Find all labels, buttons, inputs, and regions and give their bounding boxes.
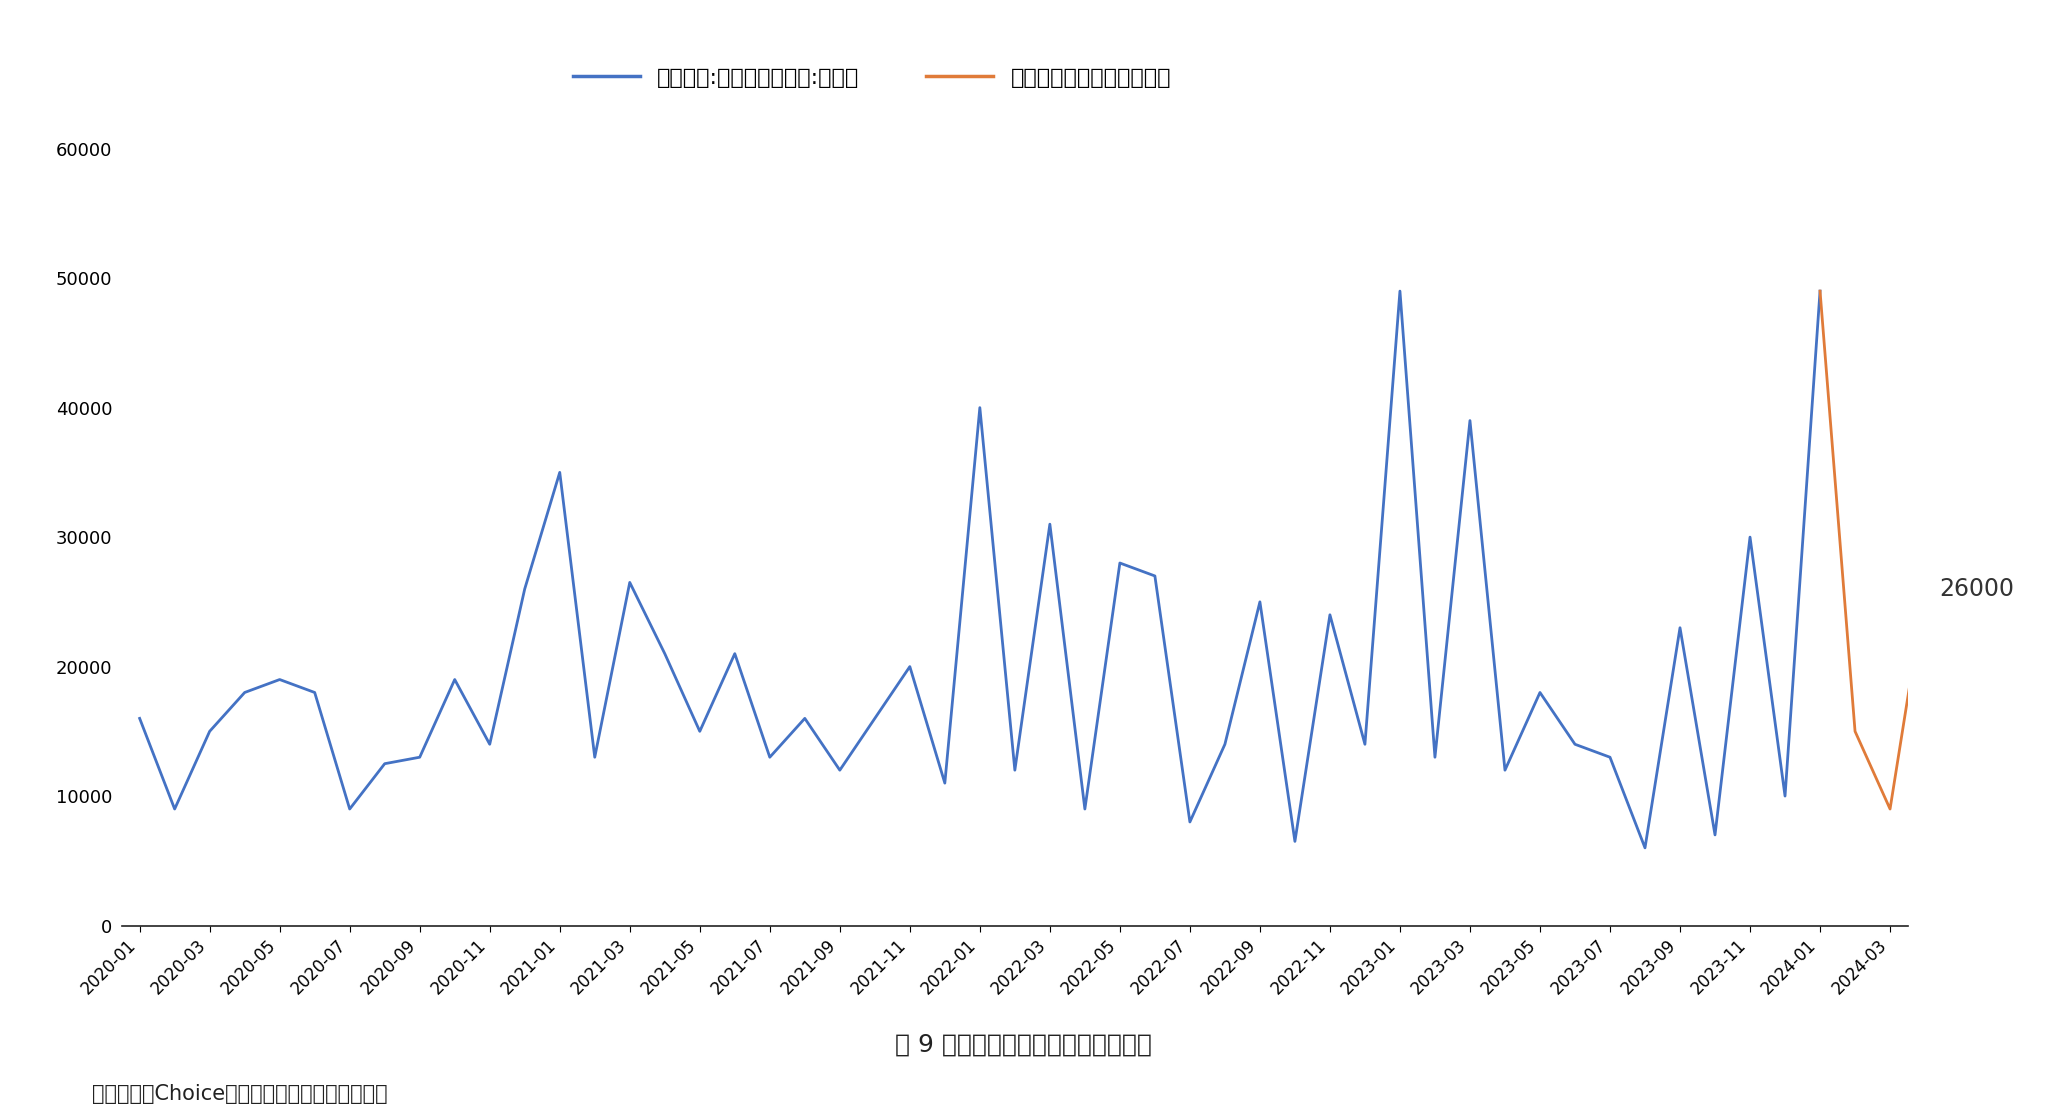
Legend: 金融机构:新增人民币贷款:当月值, 北大国民经济研究中心预测: 金融机构:新增人民币贷款:当月值, 北大国民经济研究中心预测 (565, 59, 1181, 97)
Text: 图 9 新增人民币贷款及预测（亿元）: 图 9 新增人民币贷款及预测（亿元） (894, 1033, 1152, 1056)
Text: 数据来源：Choice，北京大学国民经济研究中心: 数据来源：Choice，北京大学国民经济研究中心 (92, 1084, 387, 1104)
Text: 26000: 26000 (1940, 577, 2013, 601)
Point (1909, 580, 1942, 598)
